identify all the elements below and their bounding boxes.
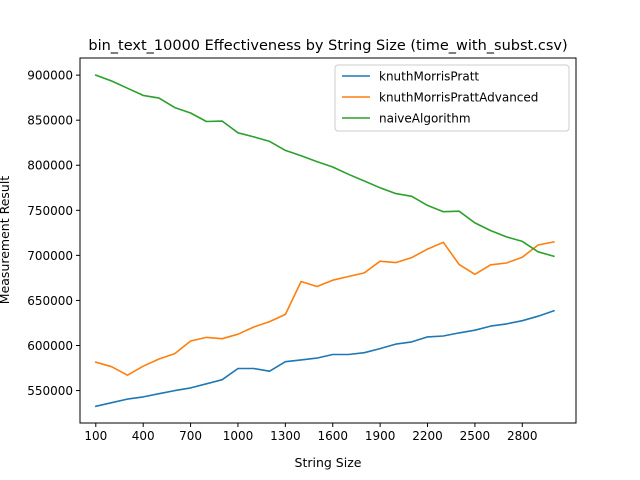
x-tick-label-4: 1300: [270, 429, 301, 443]
x-tick-label-0: 100: [84, 429, 107, 443]
series-line-0: [94, 309, 555, 408]
chart-title: bin_text_10000 Effectiveness by String S…: [88, 38, 567, 54]
series-line-2: [94, 74, 555, 258]
y-tick-label-6: 850000: [27, 114, 73, 128]
legend-label-0: knuthMorrisPratt: [379, 70, 479, 84]
x-tick-label-5: 1600: [317, 429, 348, 443]
legend-label-1: knuthMorrisPrattAdvanced: [379, 91, 538, 105]
x-tick-label-2: 700: [179, 429, 202, 443]
x-tick-label-9: 2800: [507, 429, 538, 443]
axes-frame: [79, 57, 577, 424]
x-tick-label-8: 2500: [460, 429, 491, 443]
plot-area: 100 400 700 1000 1300 1600 1900 2200 2500 2800 55…: [27, 57, 577, 443]
y-tick-label-4: 750000: [27, 204, 73, 218]
y-tick-label-7: 900000: [27, 69, 73, 83]
y-tick-label-1: 600000: [27, 339, 73, 353]
legend-box: [334, 64, 570, 132]
x-tick-label-1: 400: [132, 429, 155, 443]
legend: knuthMorrisPratt knuthMorrisPrattAdvanced…: [334, 64, 570, 132]
x-tick-label-7: 2200: [412, 429, 443, 443]
y-axis-label: Measurement Result: [0, 176, 12, 305]
x-axis-ticks: 100 400 700 1000 1300 1600 1900 2200 2500 2800: [84, 423, 538, 443]
series-layer: [94, 74, 555, 408]
x-axis-label: String Size: [295, 455, 362, 470]
y-axis-ticks: 550000 600000 650000 700000 750000 800000 8500…: [27, 69, 80, 398]
legend-label-2: naiveAlgorithm: [379, 112, 471, 126]
series-line-1: [94, 240, 555, 377]
x-tick-label-3: 1000: [223, 429, 254, 443]
y-tick-label-0: 550000: [27, 384, 73, 398]
y-tick-label-3: 700000: [27, 249, 73, 263]
y-tick-label-5: 800000: [27, 159, 73, 173]
y-tick-label-2: 650000: [27, 294, 73, 308]
x-tick-label-6: 1900: [365, 429, 396, 443]
